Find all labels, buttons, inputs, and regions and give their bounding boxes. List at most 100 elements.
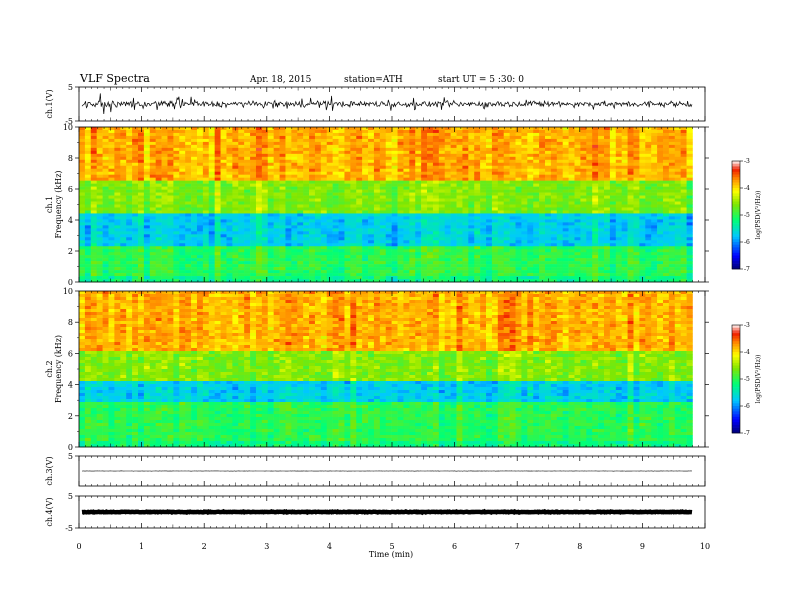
spectrogram-cell xyxy=(208,216,215,220)
spectrogram-cell xyxy=(185,249,192,253)
spectrogram-cell xyxy=(550,213,558,217)
spectrogram-cell xyxy=(627,213,634,217)
spectrogram-cell xyxy=(309,234,316,238)
spectrogram-cell xyxy=(586,201,593,205)
spectrogram-cell xyxy=(114,129,121,134)
spectrogram-cell xyxy=(385,255,392,259)
spectrogram-cell xyxy=(462,177,469,181)
spectrogram-cell xyxy=(432,198,440,202)
spectrogram-cell xyxy=(155,174,162,178)
spectrogram-cell xyxy=(379,135,387,140)
spectrogram-cell xyxy=(261,273,269,277)
spectrogram-cell xyxy=(409,216,416,220)
spectrogram-cell xyxy=(132,201,139,205)
spectrogram-cell xyxy=(314,195,322,199)
spectrogram-cell xyxy=(503,276,510,280)
spectrogram-cell xyxy=(491,165,499,170)
spectrogram-cell xyxy=(332,168,339,173)
spectrogram-cell xyxy=(314,138,322,143)
spectrogram-cell xyxy=(503,279,510,283)
spectrogram-cell xyxy=(427,228,434,232)
spectrogram-cell xyxy=(550,198,558,202)
spectrogram-cell xyxy=(350,234,357,238)
spectrogram-cell xyxy=(279,207,286,211)
spectrogram-cell xyxy=(450,195,457,199)
spectrogram-cell xyxy=(362,183,369,187)
spectrogram-cell xyxy=(185,186,192,190)
spectrogram-cell xyxy=(214,192,221,196)
spectrogram-cell xyxy=(574,210,581,214)
spectrogram-cell xyxy=(161,261,168,265)
spectrogram-cell xyxy=(226,168,233,173)
spectrogram-cell xyxy=(137,159,145,164)
spectrogram-cell xyxy=(279,213,286,217)
spectrogram-cell xyxy=(491,222,499,226)
spectrogram-cell xyxy=(462,249,469,253)
spectrogram-cell xyxy=(515,132,522,137)
spectrogram-cell xyxy=(250,231,257,235)
spectrogram-cell xyxy=(550,165,558,170)
spectrogram-cell xyxy=(108,195,115,199)
spectrogram-cell xyxy=(120,168,127,173)
spectrogram-cell xyxy=(615,222,622,226)
spectrogram-cell xyxy=(143,279,151,283)
spectrogram-cell xyxy=(238,261,245,265)
spectrogram-cell xyxy=(521,180,528,184)
spectrogram-cell xyxy=(238,249,245,253)
spectrogram-cell xyxy=(279,183,286,187)
spectrogram-cell xyxy=(120,156,127,161)
spectrogram-cell xyxy=(550,243,558,247)
spectrogram-cell xyxy=(409,192,416,196)
spectrogram-cell xyxy=(250,168,257,173)
spectrogram-cell xyxy=(149,237,156,241)
spectrogram-cell xyxy=(191,129,198,134)
spectrogram-cell xyxy=(244,240,251,244)
spectrogram-cell xyxy=(279,153,286,158)
spectrogram-cell xyxy=(592,127,599,131)
spectrogram-cell xyxy=(191,168,198,173)
spectrogram-cell xyxy=(356,267,363,271)
spectrogram-cell xyxy=(391,213,398,217)
spectrogram-cell xyxy=(627,165,634,170)
spectrogram-cell xyxy=(84,165,92,170)
spectrogram-cell xyxy=(208,127,215,131)
spectrogram-cell xyxy=(291,273,298,277)
spectrogram-layer: -3-4-5-6-7log(PSD(V²/Hz))-3-4-5-6-7log(P… xyxy=(79,127,762,448)
spectrogram-cell xyxy=(320,228,328,232)
spectrogram-cell xyxy=(332,162,339,167)
spectrogram-cell xyxy=(574,222,581,226)
spectrogram-cell xyxy=(250,177,257,181)
spectrogram-cell xyxy=(84,252,92,256)
spectrogram-cell xyxy=(621,168,628,173)
spectrogram-cell xyxy=(232,201,239,205)
spectrogram-cell xyxy=(96,159,103,164)
spectrogram-cell xyxy=(444,138,451,143)
spectrogram-cell xyxy=(486,243,493,247)
spectrogram-cell xyxy=(261,216,269,220)
spectrogram-cell xyxy=(173,159,180,164)
spectrogram-cell xyxy=(556,246,564,250)
spectrogram-cell xyxy=(397,222,404,226)
spectrogram-cell xyxy=(137,225,145,229)
spectrogram-cell xyxy=(527,147,534,152)
spectrogram-cell xyxy=(568,177,575,181)
spectrogram-cell xyxy=(633,162,640,167)
spectrogram-cell xyxy=(196,249,204,253)
spectrogram-cell xyxy=(232,240,239,244)
spectrogram-cell xyxy=(468,204,475,208)
spectrogram-cell xyxy=(314,156,322,161)
spectrogram-cell xyxy=(580,183,587,187)
spectrogram-cell xyxy=(279,168,286,173)
spectrogram-cell xyxy=(580,276,587,280)
spectrogram-cell xyxy=(362,279,369,283)
spectrogram-cell xyxy=(586,180,593,184)
spectrogram-cell xyxy=(303,216,310,220)
spectrogram-cell xyxy=(598,228,605,232)
spectrogram-cell xyxy=(373,228,381,232)
spectrogram-cell xyxy=(214,183,221,187)
spectrogram-cell xyxy=(132,216,139,220)
spectrogram-cell xyxy=(621,258,628,262)
spectrogram-cell xyxy=(314,177,322,181)
spectrogram-cell xyxy=(503,267,510,271)
